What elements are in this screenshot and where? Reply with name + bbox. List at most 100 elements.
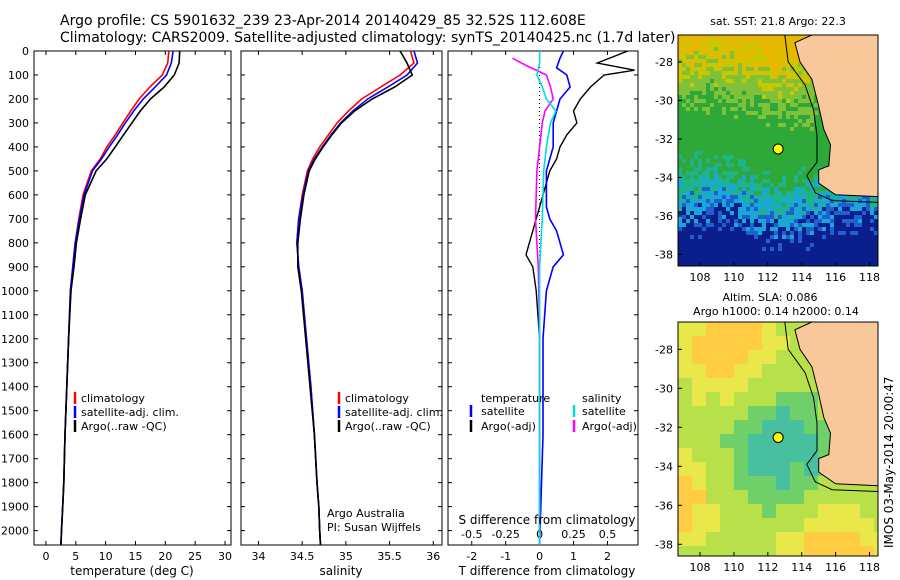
map-cell (782, 255, 787, 260)
map-cell (810, 239, 815, 244)
map-cell (746, 135, 751, 140)
map-cell (798, 167, 803, 172)
map-cell (774, 167, 779, 172)
map-cell (678, 518, 693, 533)
map-cell (686, 147, 691, 152)
map-cell (742, 263, 747, 266)
map-cell (690, 175, 695, 180)
map-cell (794, 207, 799, 212)
map-cell (750, 59, 755, 64)
map-cell (734, 167, 739, 172)
map-cell (718, 99, 723, 104)
map-cell (854, 235, 859, 240)
map-cell (742, 71, 747, 76)
map-cell (778, 51, 783, 56)
map-cell (730, 51, 735, 56)
map-cell (750, 243, 755, 248)
map-cell (762, 259, 767, 264)
map-cell (774, 135, 779, 140)
map-cell (726, 79, 731, 84)
map-cell (782, 227, 787, 232)
map-cell (734, 231, 739, 236)
map-cell (798, 223, 803, 228)
map-cell (686, 163, 691, 168)
map-cell (730, 247, 735, 252)
map-cell (762, 187, 767, 192)
map-cell (822, 247, 827, 252)
map-cell (738, 111, 743, 116)
map-cell (766, 207, 771, 212)
diff-legend: temperature satellite Argo(-adj) salinit… (469, 392, 637, 433)
map-cell (730, 131, 735, 136)
map-cell (778, 99, 783, 104)
map-cell (810, 175, 815, 180)
map-cell (786, 47, 791, 52)
map-cell (850, 203, 855, 208)
map-cell (782, 123, 787, 128)
depth-tick-label: 1100 (1, 309, 29, 322)
map-cell (778, 251, 783, 256)
map-cell (778, 95, 783, 100)
map-cell (782, 119, 787, 124)
map-cell (678, 364, 693, 379)
map-cell (706, 251, 711, 256)
map-cell (702, 251, 707, 256)
map-cell (734, 211, 739, 216)
map-cell (774, 119, 779, 124)
t-diff-sat (538, 51, 571, 545)
map-cell (822, 155, 827, 160)
map-cell (786, 119, 791, 124)
map-cell (706, 406, 721, 421)
map-cell (754, 259, 759, 264)
map-cell (754, 47, 759, 52)
map-cell (734, 448, 749, 463)
map-cell (742, 199, 747, 204)
map-cell (758, 39, 763, 44)
map-cell (826, 243, 831, 248)
map-cell (690, 227, 695, 232)
map-cell (718, 231, 723, 236)
map-cell (714, 123, 719, 128)
map-cell (734, 139, 739, 144)
map-cell (722, 259, 727, 264)
map-cell (754, 43, 759, 48)
map-cell (746, 195, 751, 200)
map-cell (698, 231, 703, 236)
map-cell (746, 139, 751, 144)
map-cell (790, 239, 795, 244)
map-cell (874, 211, 878, 216)
map-cell (762, 107, 767, 112)
map-cell (790, 111, 795, 116)
map-cell (832, 504, 847, 519)
map-cell (730, 175, 735, 180)
map-cell (746, 231, 751, 236)
map-cell (866, 219, 871, 224)
map-cell (750, 183, 755, 188)
map-cell (754, 151, 759, 156)
map-cell (798, 211, 803, 216)
map-cell (718, 151, 723, 156)
map-cell (870, 219, 875, 224)
map-cell (826, 163, 831, 168)
map-cell (862, 203, 867, 208)
map-cell (806, 227, 811, 232)
map-cell (710, 219, 715, 224)
map-cell (762, 39, 767, 44)
map-cell (770, 215, 775, 220)
map-cell (738, 151, 743, 156)
map-cell (726, 55, 731, 60)
map-cell (706, 179, 711, 184)
map-cell (766, 211, 771, 216)
depth-tick-label: 1000 (1, 285, 29, 298)
map-cell (682, 127, 687, 132)
map-cell (826, 255, 831, 260)
sal-xlabel: salinity (319, 564, 362, 578)
map-cell (870, 207, 875, 212)
map-cell (742, 215, 747, 220)
map-cell (702, 259, 707, 264)
map-cell (822, 255, 827, 260)
map-cell (762, 223, 767, 228)
map-cell (794, 131, 799, 136)
map-cell (690, 159, 695, 164)
map-cell (782, 139, 787, 144)
